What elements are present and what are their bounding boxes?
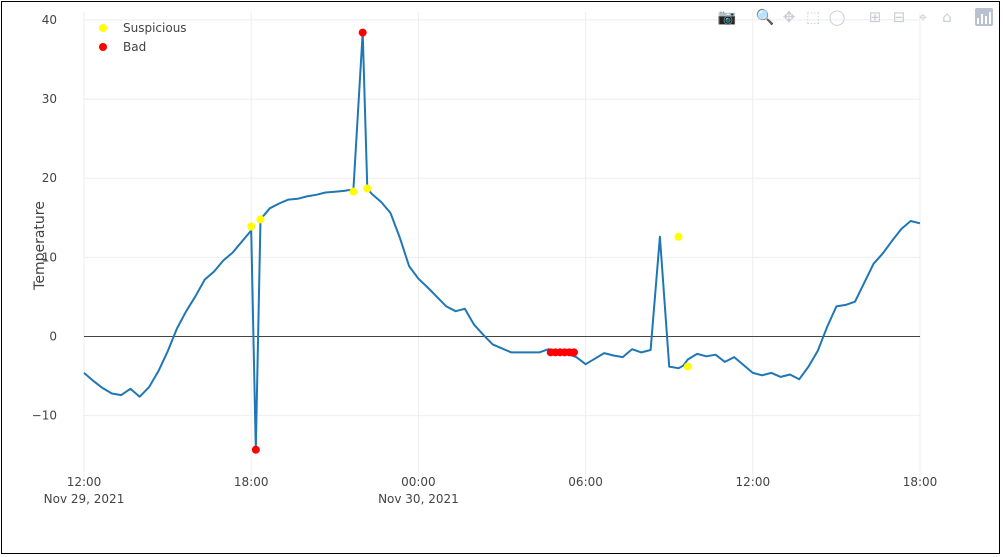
reset-axes-icon[interactable]: ⌂	[942, 8, 952, 26]
zoom-out-icon[interactable]: ⊟	[892, 8, 906, 26]
y-tick-label: 10	[42, 250, 57, 264]
x-gridlines	[83, 12, 921, 479]
x-tick-label: 06:00	[568, 475, 603, 489]
temperature-line[interactable]	[83, 31, 921, 451]
legend-label[interactable]: Suspicious	[123, 21, 187, 35]
anomaly-markers	[247, 28, 692, 454]
suspicious-marker[interactable]	[363, 184, 372, 193]
legend-label[interactable]: Bad	[123, 40, 146, 54]
suspicious-marker[interactable]	[674, 232, 683, 241]
lasso-select-icon[interactable]: ◯	[828, 8, 846, 26]
bad-marker[interactable]	[251, 445, 260, 454]
y-tick-labels: −10 0 10 20 30 40	[32, 13, 57, 423]
legend[interactable]: Suspicious Bad	[99, 21, 187, 54]
zoom-in-icon[interactable]: ⊞	[868, 8, 882, 26]
bad-marker[interactable]	[569, 348, 578, 357]
box-select-icon[interactable]: ⬚	[805, 8, 821, 26]
suspicious-marker[interactable]	[256, 215, 265, 224]
x-tick-date-label: Nov 30, 2021	[378, 492, 459, 506]
y-tick-label: 40	[42, 13, 57, 27]
y-axis-title: Temperature	[32, 201, 48, 291]
bad-marker[interactable]	[358, 28, 367, 37]
pan-icon[interactable]: ✥	[782, 8, 796, 26]
x-tick-label: 18:00	[903, 475, 938, 489]
y-tick-label: 0	[49, 330, 57, 344]
suspicious-marker[interactable]	[349, 187, 358, 196]
y-tick-label: 20	[42, 171, 57, 185]
modebar: 📷 🔍 ✥ ⬚ ◯ ⊞ ⊟ ⌖ ⌂	[717, 8, 993, 26]
zoom-icon[interactable]: 🔍	[755, 8, 775, 26]
x-tick-label: 12:00	[736, 475, 771, 489]
x-tick-label: 12:00	[67, 475, 102, 489]
suspicious-marker[interactable]	[683, 362, 692, 371]
x-tick-label: 00:00	[401, 475, 436, 489]
legend-swatch[interactable]	[99, 43, 107, 51]
x-tick-date-label: Nov 29, 2021	[44, 492, 125, 506]
autoscale-icon[interactable]: ⌖	[918, 8, 928, 26]
camera-icon[interactable]: 📷	[717, 8, 737, 26]
suspicious-marker[interactable]	[247, 222, 256, 231]
x-tick-label: 18:00	[234, 475, 269, 489]
legend-swatch[interactable]	[99, 24, 107, 32]
y-tick-label: −10	[32, 409, 57, 423]
plotly-logo-icon[interactable]	[975, 8, 993, 26]
x-tick-labels: 12:00 Nov 29, 2021 18:00 00:00 Nov 30, 2021 0…	[44, 475, 938, 506]
y-tick-label: 30	[42, 92, 57, 106]
y-gridlines	[84, 19, 920, 417]
